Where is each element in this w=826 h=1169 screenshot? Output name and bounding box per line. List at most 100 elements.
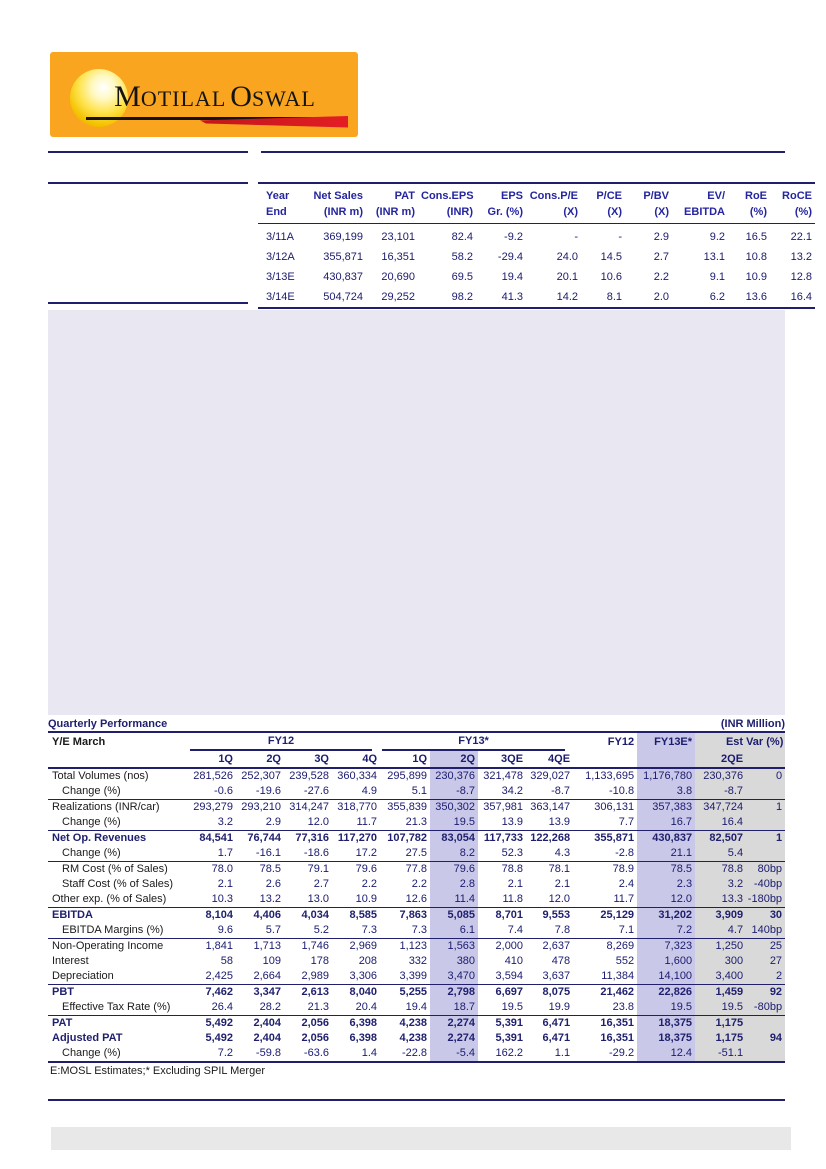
logo-letter: M bbox=[114, 80, 141, 113]
value-cell: 1.7 bbox=[188, 846, 236, 862]
value-cell: 19.4 bbox=[380, 1000, 431, 1016]
value-cell: 52.3 bbox=[478, 846, 527, 862]
value-cell: 162.2 bbox=[478, 1046, 527, 1063]
value-cell: 3,637 bbox=[526, 969, 574, 985]
value-cell: 13.0 bbox=[284, 892, 332, 908]
summary-table-head: Year Net Sales PAT Cons.EPS EPS Cons.P/E P/CE P… bbox=[258, 183, 815, 224]
value-cell: -27.6 bbox=[284, 784, 332, 800]
value-cell: 252,307 bbox=[241, 770, 281, 782]
value-cell: 92 bbox=[746, 984, 786, 1000]
quarterly-data-row: EBITDA Margins (%) 9.6 5.7 5.2 7.3 7.3 6.1 7.4 7… bbox=[48, 923, 786, 939]
summary-data-cell: 20,690 bbox=[381, 271, 415, 283]
value-cell: 79.6 bbox=[430, 861, 479, 877]
value-cell: -180bp bbox=[746, 892, 786, 908]
value-cell: 329,027 bbox=[530, 770, 571, 782]
value-cell: 347,724 bbox=[695, 799, 747, 815]
value-cell: 77.8 bbox=[405, 863, 428, 875]
value-cell: 8,104 bbox=[205, 909, 233, 921]
summary-data-cell: 16.4 bbox=[790, 291, 812, 303]
value-cell: 3,470 bbox=[430, 969, 479, 985]
value-cell: 1,713 bbox=[253, 940, 281, 952]
summary-data-cell: -9.2 bbox=[504, 231, 523, 243]
value-cell: 17.2 bbox=[332, 846, 381, 862]
quarterly-table-head: Y/E March FY12 FY13* FY12 FY13E* Est Var (%) 1Q… bbox=[48, 733, 786, 769]
value-cell: 3,400 bbox=[695, 969, 747, 985]
value-cell: 76,744 bbox=[247, 832, 281, 844]
value-cell: 4.3 bbox=[526, 846, 574, 862]
value-cell: -59.8 bbox=[236, 1046, 284, 1063]
value-cell: 79.1 bbox=[307, 863, 329, 875]
value-cell: 78.8 bbox=[695, 861, 747, 877]
value-cell: 16.4 bbox=[695, 815, 747, 831]
value-cell: 10.3 bbox=[188, 892, 236, 908]
value-cell: 1,459 bbox=[695, 984, 747, 1000]
value-cell: 2.2 bbox=[411, 878, 428, 890]
summary-data-cell: 2.2 bbox=[653, 271, 669, 283]
value-cell: 1,841 bbox=[205, 940, 233, 952]
value-cell: 6,697 bbox=[495, 986, 524, 998]
value-cell: 11,384 bbox=[573, 969, 638, 985]
value-cell: -0.6 bbox=[188, 784, 236, 800]
quarterly-data-row: Other exp. (% of Sales) 10.3 13.2 13.0 10.9 1… bbox=[48, 892, 786, 908]
summary-header-cell: P/BV bbox=[643, 190, 669, 202]
value-cell: 8.2 bbox=[430, 846, 479, 862]
value-cell: -16.1 bbox=[236, 846, 284, 862]
value-cell: 1 bbox=[746, 799, 786, 815]
value-cell: 5,255 bbox=[399, 986, 428, 998]
summary-data-cell: 10.6 bbox=[600, 271, 622, 283]
row-label: Change (%) bbox=[48, 784, 188, 800]
quarter-header: 3Q bbox=[284, 751, 332, 769]
row-label: Change (%) bbox=[48, 1046, 188, 1063]
summary-financials: Year Net Sales PAT Cons.EPS EPS Cons.P/E P/CE P… bbox=[258, 182, 815, 309]
quarterly-data-row: Change (%) -0.6 -19.6 -27.6 4.9 5.1 -8.7 34.2 -8… bbox=[48, 784, 786, 800]
value-cell: 21.3 bbox=[380, 815, 431, 831]
value-cell: 2,056 bbox=[301, 1017, 329, 1029]
value-cell: 122,268 bbox=[530, 832, 571, 844]
summary-data-cell: 14.2 bbox=[556, 291, 578, 303]
value-cell: 11.8 bbox=[478, 892, 527, 908]
value-cell bbox=[746, 1046, 786, 1063]
quarterly-subheader-row: 1Q 2Q 3Q 4Q 1Q 2Q 3QE 4QE 2QE bbox=[48, 751, 786, 769]
rule-left-mid bbox=[48, 182, 248, 184]
summary-data-cell: 58.2 bbox=[451, 251, 473, 263]
summary-data-cell: 41.3 bbox=[501, 291, 523, 303]
summary-header-cell: (X) bbox=[581, 204, 625, 224]
quarterly-performance-section: Quarterly Performance (INR Million) Y/E … bbox=[48, 718, 786, 1077]
summary-data-cell: 98.2 bbox=[451, 291, 473, 303]
value-cell: 18,375 bbox=[637, 1031, 696, 1046]
value-cell: -19.6 bbox=[236, 784, 284, 800]
summary-data-cell: 355,871 bbox=[323, 251, 363, 263]
value-cell: 58 bbox=[220, 955, 233, 967]
value-cell: 22,826 bbox=[637, 984, 696, 1000]
quarterly-body: Total Volumes (nos) 281,526 252,307 239,528… bbox=[48, 768, 786, 1063]
quarterly-data-row: Change (%) 1.7 -16.1 -18.6 17.2 27.5 8.2 52.3 4.… bbox=[48, 846, 786, 862]
value-cell: 13.9 bbox=[478, 815, 527, 831]
summary-data-cell: 3/13E bbox=[266, 271, 295, 283]
summary-data-cell: 2.9 bbox=[653, 231, 669, 243]
logo-swoosh-icon bbox=[200, 116, 348, 128]
value-cell: 25,129 bbox=[600, 909, 635, 921]
value-cell: 2,798 bbox=[430, 984, 479, 1000]
summary-data-row: 3/14E 504,724 29,252 98.2 41.3 14.2 8.1 2.0 6.2 1… bbox=[258, 287, 815, 308]
value-cell: 78.1 bbox=[548, 863, 571, 875]
value-cell: 3.2 bbox=[188, 815, 236, 831]
value-cell: 2.3 bbox=[637, 877, 696, 892]
est-quarter-header: 2QE bbox=[695, 751, 747, 769]
value-cell: 2,969 bbox=[349, 940, 378, 952]
summary-data-cell: 3/14E bbox=[266, 291, 295, 303]
value-cell: 7.3 bbox=[380, 923, 431, 939]
value-cell: 5,391 bbox=[495, 1017, 524, 1029]
value-cell: 1,563 bbox=[430, 938, 479, 954]
value-cell: 2.6 bbox=[265, 878, 281, 890]
value-cell: 2,613 bbox=[301, 986, 329, 998]
summary-data-cell: 13.2 bbox=[790, 251, 812, 263]
value-cell: 295,899 bbox=[387, 770, 428, 782]
quarterly-data-row: PAT 5,492 2,404 2,056 6,398 4,238 2,274 5,391 6,… bbox=[48, 1015, 786, 1031]
value-cell: 2,404 bbox=[253, 1017, 281, 1029]
summary-data-cell: -29.4 bbox=[497, 251, 523, 263]
summary-data-cell: 9.1 bbox=[709, 271, 725, 283]
value-cell: 5.7 bbox=[236, 923, 284, 939]
summary-header-cell: (X) bbox=[625, 204, 672, 224]
value-cell: 2,404 bbox=[253, 1032, 281, 1044]
summary-data-cell: 13.1 bbox=[703, 251, 725, 263]
